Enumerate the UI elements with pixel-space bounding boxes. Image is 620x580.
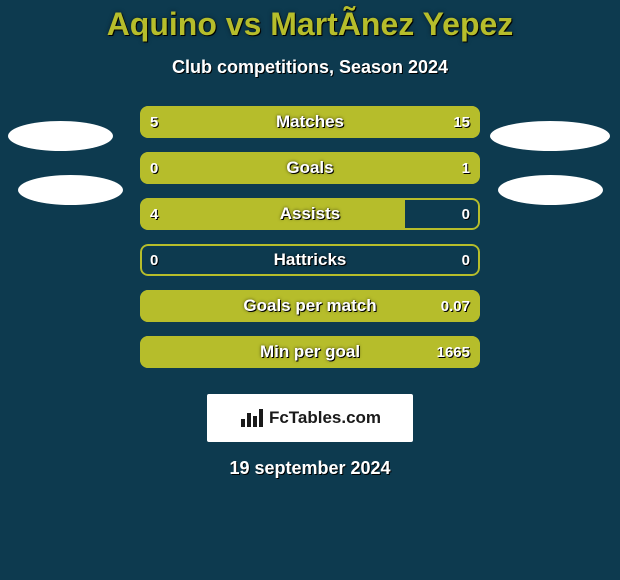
- stat-label: Hattricks: [140, 244, 480, 276]
- player-right-badge-bot: [498, 175, 603, 205]
- brand-box: FcTables.com: [207, 394, 413, 442]
- brand-bars-icon: [239, 407, 265, 429]
- stat-row: Matches515: [140, 106, 480, 138]
- brand-text: FcTables.com: [269, 408, 381, 428]
- player-left-badge-top: [8, 121, 113, 151]
- stat-bar-left: [140, 198, 405, 230]
- stat-value-right: 0: [462, 244, 470, 276]
- stat-value-right: 0: [462, 198, 470, 230]
- stat-bar-right: [215, 106, 480, 138]
- stat-bar-right: [140, 290, 480, 322]
- stat-bar-outline: [140, 244, 480, 276]
- player-right-badge-top: [490, 121, 610, 151]
- subtitle: Club competitions, Season 2024: [0, 57, 620, 78]
- player-left-badge-bot: [18, 175, 123, 205]
- page-title: Aquino vs MartÃ­nez Yepez: [0, 6, 620, 43]
- stat-row: Min per goal1665: [140, 336, 480, 368]
- stat-bar-left: [140, 152, 205, 184]
- stat-value-left: 0: [150, 244, 158, 276]
- stat-rows: Matches515Goals01Assists40Hattricks00Goa…: [140, 106, 480, 382]
- brand-inner: FcTables.com: [239, 407, 381, 429]
- stat-bar-right: [140, 336, 480, 368]
- stat-row: Assists40: [140, 198, 480, 230]
- stat-row: Goals per match0.07: [140, 290, 480, 322]
- comparison-card: Aquino vs MartÃ­nez Yepez Club competiti…: [0, 0, 620, 580]
- stat-bar-left: [140, 106, 215, 138]
- date-text: 19 september 2024: [0, 458, 620, 479]
- stat-bar-right: [205, 152, 480, 184]
- stat-row: Goals01: [140, 152, 480, 184]
- stat-row: Hattricks0 0: [140, 244, 480, 276]
